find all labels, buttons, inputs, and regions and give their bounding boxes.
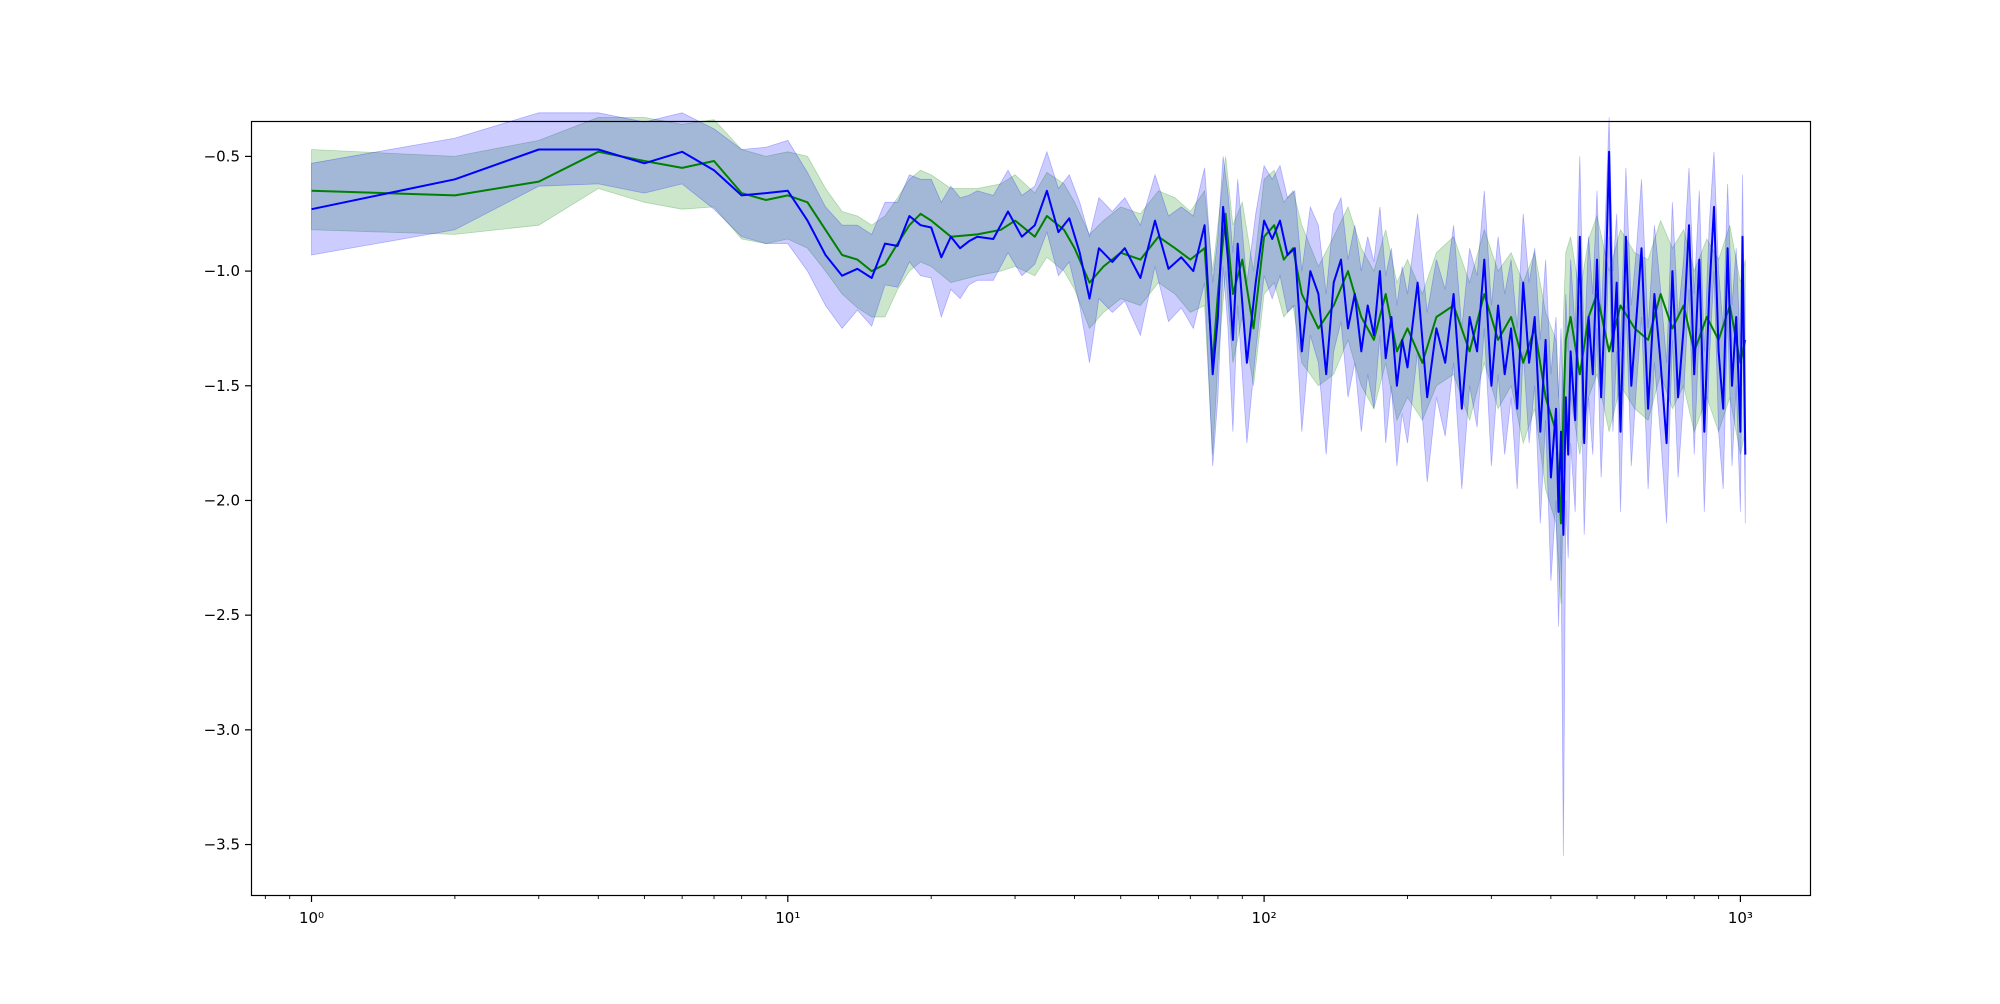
x-tick-label: 10¹ (775, 909, 800, 927)
series-lines (311, 148, 1747, 536)
y-tick-label: −3.5 (204, 836, 240, 854)
y-tick-label: −2.5 (204, 606, 240, 624)
y-tick-label: −1.5 (204, 377, 240, 395)
x-tick-label: 10⁰ (299, 909, 324, 927)
y-tick-label: −2.0 (204, 491, 240, 509)
y-tick-label: −3.0 (204, 721, 240, 739)
x-axis: 10⁰ 10¹ 10² 10³ (264, 895, 1753, 927)
series-2-line (311, 148, 1747, 536)
y-axis: −0.5 −1.0 −1.5 −2.0 −2.5 −3.0 −3.5 (204, 147, 252, 854)
x-tick-label: 10³ (1728, 909, 1753, 927)
confidence-bands (311, 112, 1746, 857)
y-tick-label: −1.0 (204, 262, 240, 280)
x-tick-label: 10² (1252, 909, 1277, 927)
y-tick-label: −0.5 (204, 147, 240, 165)
plot-frame (250, 120, 1812, 897)
